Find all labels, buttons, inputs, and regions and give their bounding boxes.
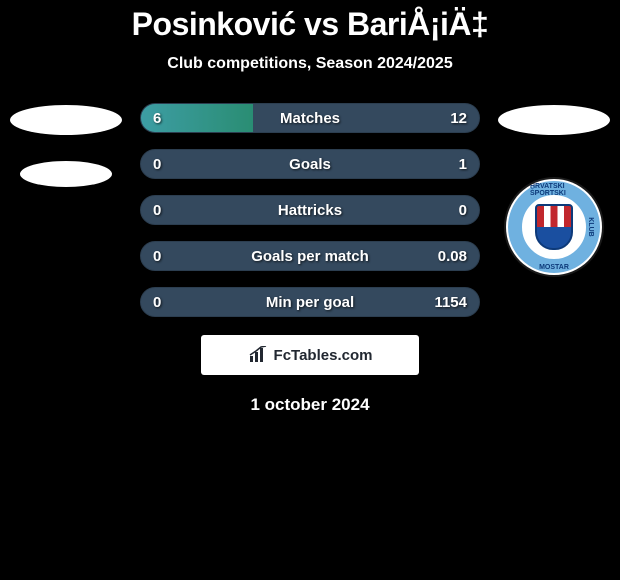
stat-bar: 0Goals per match0.08	[140, 241, 480, 271]
stat-label: Goals per match	[141, 242, 479, 270]
stat-value-right: 1154	[434, 288, 467, 316]
player-photo-placeholder	[10, 105, 122, 135]
club-logo-shield	[535, 204, 573, 250]
page-subtitle: Club competitions, Season 2024/2025	[0, 55, 620, 73]
club-logo-text-right: KLUB	[587, 217, 594, 236]
root: Posinković vs BariÅ¡iÄ‡ Club competition…	[0, 0, 620, 415]
stat-label: Hattricks	[141, 196, 479, 224]
club-logo-placeholder	[20, 161, 112, 187]
page-title: Posinković vs BariÅ¡iÄ‡	[0, 6, 620, 43]
stat-label: Min per goal	[141, 288, 479, 316]
stat-label: Goals	[141, 150, 479, 178]
stat-bar: 0Hattricks0	[140, 195, 480, 225]
date-label: 1 october 2024	[0, 395, 620, 415]
stat-bar: 0Min per goal1154	[140, 287, 480, 317]
player-photo-placeholder	[498, 105, 610, 135]
stat-bar: 0Goals1	[140, 149, 480, 179]
bar-chart-icon	[248, 346, 270, 364]
left-side-column	[10, 103, 122, 187]
stat-value-right: 12	[450, 104, 467, 132]
club-logo-text-top: HRVATSKI ŠPORTSKI	[530, 183, 578, 197]
main-row: 6Matches120Goals10Hattricks00Goals per m…	[0, 103, 620, 317]
watermark-box: FcTables.com	[201, 335, 419, 375]
stat-value-right: 0.08	[438, 242, 467, 270]
club-logo-zrinjski: HRVATSKI ŠPORTSKI MOSTAR KLUB	[506, 179, 602, 275]
stat-value-right: 0	[459, 196, 467, 224]
club-logo-text-bottom: MOSTAR	[539, 264, 569, 271]
right-side-column: HRVATSKI ŠPORTSKI MOSTAR KLUB	[498, 103, 610, 275]
stat-label: Matches	[141, 104, 479, 132]
stat-value-right: 1	[459, 150, 467, 178]
stats-bars: 6Matches120Goals10Hattricks00Goals per m…	[140, 103, 480, 317]
stat-bar: 6Matches12	[140, 103, 480, 133]
watermark-text: FcTables.com	[274, 347, 373, 364]
